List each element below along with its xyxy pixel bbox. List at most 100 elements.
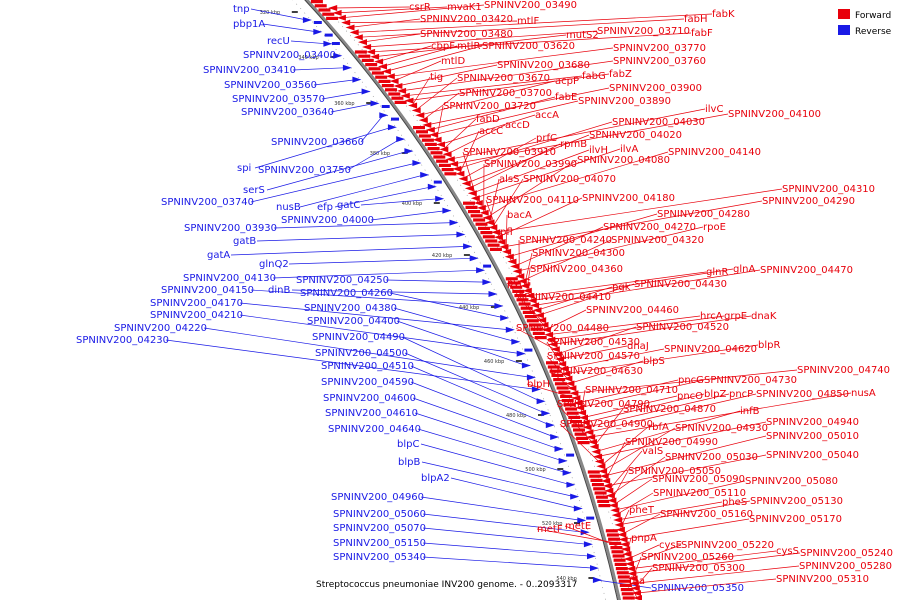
forward-gene-block[interactable] [622, 596, 635, 600]
forward-gene-block[interactable] [613, 558, 626, 562]
forward-gene-block[interactable] [618, 579, 631, 583]
reverse-gene-label[interactable]: SPNINV200_04150 [161, 285, 254, 296]
forward-gene-block[interactable] [549, 369, 562, 373]
reverse-gene-glyph[interactable] [562, 469, 572, 476]
forward-gene-label[interactable]: pncO [677, 391, 703, 402]
forward-gene-block[interactable] [368, 67, 381, 71]
forward-gene-glyph[interactable] [580, 419, 590, 426]
forward-gene-block[interactable] [433, 155, 446, 159]
forward-gene-glyph[interactable] [442, 151, 452, 158]
reverse-gene-label[interactable]: glnQ2 [259, 259, 289, 270]
forward-gene-block[interactable] [614, 562, 627, 566]
forward-gene-glyph[interactable] [385, 73, 395, 80]
reverse-gene-glyph[interactable] [531, 386, 541, 393]
forward-gene-label[interactable]: SPNINV200_04030 [612, 117, 705, 128]
forward-gene-block[interactable] [560, 394, 573, 398]
forward-gene-block[interactable] [617, 575, 630, 579]
reverse-gene-glyph[interactable] [566, 481, 576, 488]
reverse-gene-glyph[interactable] [463, 243, 473, 250]
reverse-gene-glyph[interactable] [526, 374, 536, 381]
forward-gene-glyph[interactable] [611, 512, 621, 519]
forward-gene-glyph[interactable] [607, 497, 617, 504]
forward-gene-block[interactable] [358, 54, 371, 58]
forward-gene-label[interactable]: SPNINV200_04080 [577, 155, 670, 166]
forward-gene-glyph[interactable] [548, 341, 558, 348]
forward-gene-block[interactable] [608, 537, 621, 541]
forward-gene-label[interactable]: SPNINV200_04940 [766, 417, 859, 428]
forward-gene-glyph[interactable] [630, 585, 640, 592]
forward-gene-label[interactable]: valS [642, 446, 663, 457]
forward-gene-glyph[interactable] [588, 439, 597, 445]
forward-gene-glyph[interactable] [425, 126, 435, 133]
forward-gene-glyph[interactable] [625, 560, 634, 567]
forward-gene-block[interactable] [475, 222, 488, 226]
forward-gene-block[interactable] [424, 142, 437, 146]
forward-gene-glyph[interactable] [432, 136, 442, 143]
forward-gene-label[interactable]: SPNINV200_05310 [776, 574, 869, 585]
forward-gene-label[interactable]: prfC [536, 133, 557, 144]
forward-gene-glyph[interactable] [589, 443, 599, 450]
forward-gene-label[interactable]: blpS [643, 356, 665, 367]
forward-gene-label[interactable]: SPNINV200_04140 [668, 147, 761, 158]
reverse-gene-label[interactable]: SPNINV200_04260 [300, 288, 393, 299]
forward-gene-glyph[interactable] [381, 68, 391, 75]
reverse-gene-label[interactable]: SPNINV200_05350 [651, 583, 744, 594]
forward-gene-block[interactable] [610, 546, 623, 550]
reverse-gene-glyph[interactable] [476, 267, 486, 274]
forward-gene-glyph[interactable] [573, 400, 583, 406]
forward-gene-label[interactable]: fba [629, 576, 645, 587]
forward-gene-label[interactable]: rpoE [703, 222, 726, 233]
forward-gene-block[interactable] [505, 277, 518, 281]
reverse-gene-glyph[interactable] [442, 207, 452, 214]
forward-gene-glyph[interactable] [362, 44, 372, 50]
reverse-gene-block[interactable] [331, 42, 340, 45]
forward-gene-label[interactable]: SPNINV200_04870 [623, 404, 716, 415]
forward-gene-label[interactable]: SPNINV200_04520 [636, 322, 729, 333]
forward-gene-label[interactable]: mvaK1 [447, 2, 482, 13]
reverse-gene-glyph[interactable] [396, 136, 406, 143]
reverse-gene-label[interactable]: SPNINV200_04590 [321, 377, 414, 388]
forward-gene-glyph[interactable] [515, 273, 525, 280]
forward-gene-glyph[interactable] [605, 492, 615, 499]
forward-gene-glyph[interactable] [370, 53, 380, 60]
reverse-gene-glyph[interactable] [333, 52, 343, 59]
reverse-gene-label[interactable]: SPNINV200_05340 [333, 552, 426, 563]
reverse-gene-label[interactable]: SPNINV200_04250 [296, 275, 389, 286]
forward-gene-block[interactable] [563, 403, 576, 407]
forward-gene-block[interactable] [593, 487, 606, 491]
forward-gene-label[interactable]: SPNINV200_03680 [497, 60, 590, 71]
forward-gene-block[interactable] [465, 205, 478, 209]
forward-gene-block[interactable] [314, 4, 327, 8]
forward-gene-label[interactable]: accA [535, 110, 559, 121]
forward-gene-glyph[interactable] [615, 526, 625, 533]
reverse-gene-block[interactable] [524, 348, 533, 352]
forward-gene-block[interactable] [478, 226, 490, 230]
forward-gene-block[interactable] [385, 88, 397, 92]
forward-gene-label[interactable]: tig [430, 72, 443, 83]
forward-gene-label[interactable]: SPNINV200_05110 [653, 488, 746, 499]
forward-gene-block[interactable] [470, 214, 483, 218]
reverse-gene-block[interactable] [483, 264, 492, 268]
reverse-gene-label[interactable]: SPNINV200_05060 [333, 509, 426, 520]
forward-gene-label[interactable]: SPNINV200_04310 [782, 184, 875, 195]
forward-gene-label[interactable]: fabD [476, 114, 500, 125]
reverse-gene-glyph[interactable] [449, 219, 459, 226]
reverse-gene-label[interactable]: blpB [398, 457, 420, 468]
forward-gene-label[interactable]: SPNINV200_05300 [652, 563, 745, 574]
forward-gene-label[interactable]: pgk [612, 282, 631, 293]
reverse-gene-glyph[interactable] [590, 565, 599, 572]
reverse-gene-glyph[interactable] [427, 183, 437, 190]
forward-gene-label[interactable]: SPNINV200_04180 [582, 193, 675, 204]
forward-gene-block[interactable] [487, 243, 500, 247]
reverse-gene-label[interactable]: SPNINV200_04220 [114, 323, 207, 334]
forward-gene-block[interactable] [516, 298, 529, 302]
forward-gene-block[interactable] [561, 399, 574, 403]
forward-gene-block[interactable] [381, 84, 394, 88]
reverse-gene-label[interactable]: gatB [233, 236, 256, 247]
forward-gene-block[interactable] [609, 541, 622, 545]
reverse-gene-label[interactable]: SPNINV200_04000 [281, 215, 374, 226]
forward-gene-glyph[interactable] [517, 278, 527, 285]
forward-gene-block[interactable] [590, 478, 603, 482]
forward-gene-label[interactable]: SPNINV200_04570 [547, 351, 640, 362]
forward-gene-label[interactable]: pncG [678, 375, 704, 386]
